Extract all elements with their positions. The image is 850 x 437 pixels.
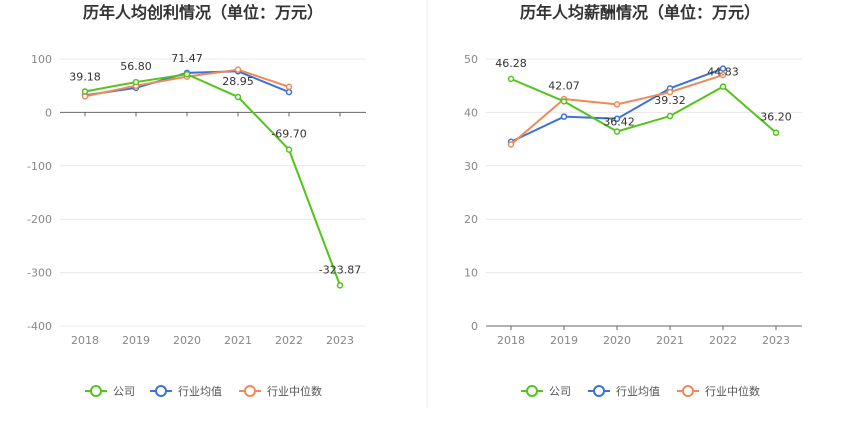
y-tick-label: -100 xyxy=(27,160,52,173)
data-label: 36.20 xyxy=(760,111,792,124)
y-tick-label: 10 xyxy=(464,267,478,280)
y-tick-label: -400 xyxy=(27,320,52,333)
data-point-mean xyxy=(285,88,293,96)
legend-marker-icon xyxy=(526,385,538,397)
x-tick-label: 2022 xyxy=(275,334,303,347)
x-tick-label: 2022 xyxy=(709,334,737,347)
legend-marker-icon xyxy=(155,385,167,397)
legend-label: 行业均值 xyxy=(616,385,660,398)
x-tick-label: 2023 xyxy=(326,334,354,347)
data-label: 39.32 xyxy=(654,94,686,107)
x-tick-label: 2018 xyxy=(497,334,525,347)
legend-marker-icon xyxy=(244,385,256,397)
data-point-company xyxy=(719,83,727,90)
data-label: 28.95 xyxy=(222,75,254,88)
data-point-median xyxy=(613,101,621,108)
data-point-company xyxy=(285,146,293,153)
y-tick-label: 30 xyxy=(464,160,478,173)
legend-label: 公司 xyxy=(113,385,135,398)
legend-marker-icon xyxy=(682,385,694,397)
data-point-median xyxy=(666,88,674,96)
x-tick-label: 2020 xyxy=(173,334,201,347)
legend-item-median[interactable]: 行业中位数 xyxy=(239,384,322,398)
series-line-company xyxy=(510,77,777,134)
x-tick-label: 2020 xyxy=(603,334,631,347)
y-tick-label: -200 xyxy=(27,213,52,226)
data-point-company xyxy=(772,129,780,136)
data-point-company xyxy=(613,128,621,135)
y-tick-label: 40 xyxy=(464,106,478,119)
chart-panel-1: 历年人均创利情况（单位：万元） 100 0 -100 -200 -300 -400 2018 2… xyxy=(27,3,366,398)
data-label: 36.42 xyxy=(603,116,635,129)
x-tick-label: 2019 xyxy=(122,334,150,347)
data-point-company xyxy=(507,75,515,83)
legend-item-company[interactable]: 公司 xyxy=(85,385,135,398)
data-point-company xyxy=(336,282,344,289)
data-point-company xyxy=(234,93,242,101)
y-tick-label: -300 xyxy=(27,267,52,280)
data-point-company xyxy=(81,88,89,95)
data-point-median xyxy=(719,71,727,79)
data-point-company xyxy=(666,112,674,120)
legend-item-company[interactable]: 公司 xyxy=(521,385,571,398)
data-point-median xyxy=(507,141,515,148)
y-tick-label: 0 xyxy=(45,106,52,119)
y-tick-label: 100 xyxy=(31,53,52,66)
legend-label: 行业中位数 xyxy=(705,384,760,398)
y-tick-label: 50 xyxy=(464,53,478,66)
legend-label: 公司 xyxy=(549,385,571,398)
data-point-mean xyxy=(719,65,727,72)
legend-item-mean[interactable]: 行业均值 xyxy=(150,385,222,398)
series-line-company xyxy=(84,73,341,286)
legend-marker-icon xyxy=(90,385,102,397)
x-tick-label: 2023 xyxy=(762,334,790,347)
data-point-median xyxy=(285,83,293,91)
legend-label: 行业均值 xyxy=(178,385,222,398)
chart-title: 历年人均创利情况（单位：万元） xyxy=(83,3,323,22)
data-point-mean xyxy=(560,113,568,120)
data-point-mean xyxy=(613,115,621,123)
data-label: 44.83 xyxy=(707,66,739,79)
data-point-median xyxy=(234,66,242,73)
data-label: -323.87 xyxy=(319,263,361,276)
data-point-company xyxy=(183,70,191,78)
data-label: 42.07 xyxy=(548,79,580,92)
y-tick-label: 0 xyxy=(471,320,478,333)
x-tick-label: 2021 xyxy=(656,334,684,347)
data-label: 56.80 xyxy=(120,60,152,73)
chart-panel-2: 历年人均薪酬情况（单位：万元） 50 40 30 20 10 0 2018 2019 2020 20… xyxy=(464,3,802,398)
data-label: 46.28 xyxy=(495,57,527,70)
chart-title: 历年人均薪酬情况（单位：万元） xyxy=(520,3,760,22)
x-tick-label: 2021 xyxy=(224,334,252,347)
x-tick-label: 2019 xyxy=(550,334,578,347)
x-tick-label: 2018 xyxy=(71,334,99,347)
legend-marker-icon xyxy=(593,385,605,397)
y-tick-label: 20 xyxy=(464,213,478,226)
legend-item-mean[interactable]: 行业均值 xyxy=(588,385,660,398)
data-point-company xyxy=(560,98,568,105)
data-label: 71.47 xyxy=(171,52,203,65)
data-label: -69.70 xyxy=(271,128,306,141)
data-point-company xyxy=(132,78,140,86)
data-label: 39.18 xyxy=(69,70,101,83)
legend-label: 行业中位数 xyxy=(267,384,322,398)
legend-item-median[interactable]: 行业中位数 xyxy=(677,384,760,398)
